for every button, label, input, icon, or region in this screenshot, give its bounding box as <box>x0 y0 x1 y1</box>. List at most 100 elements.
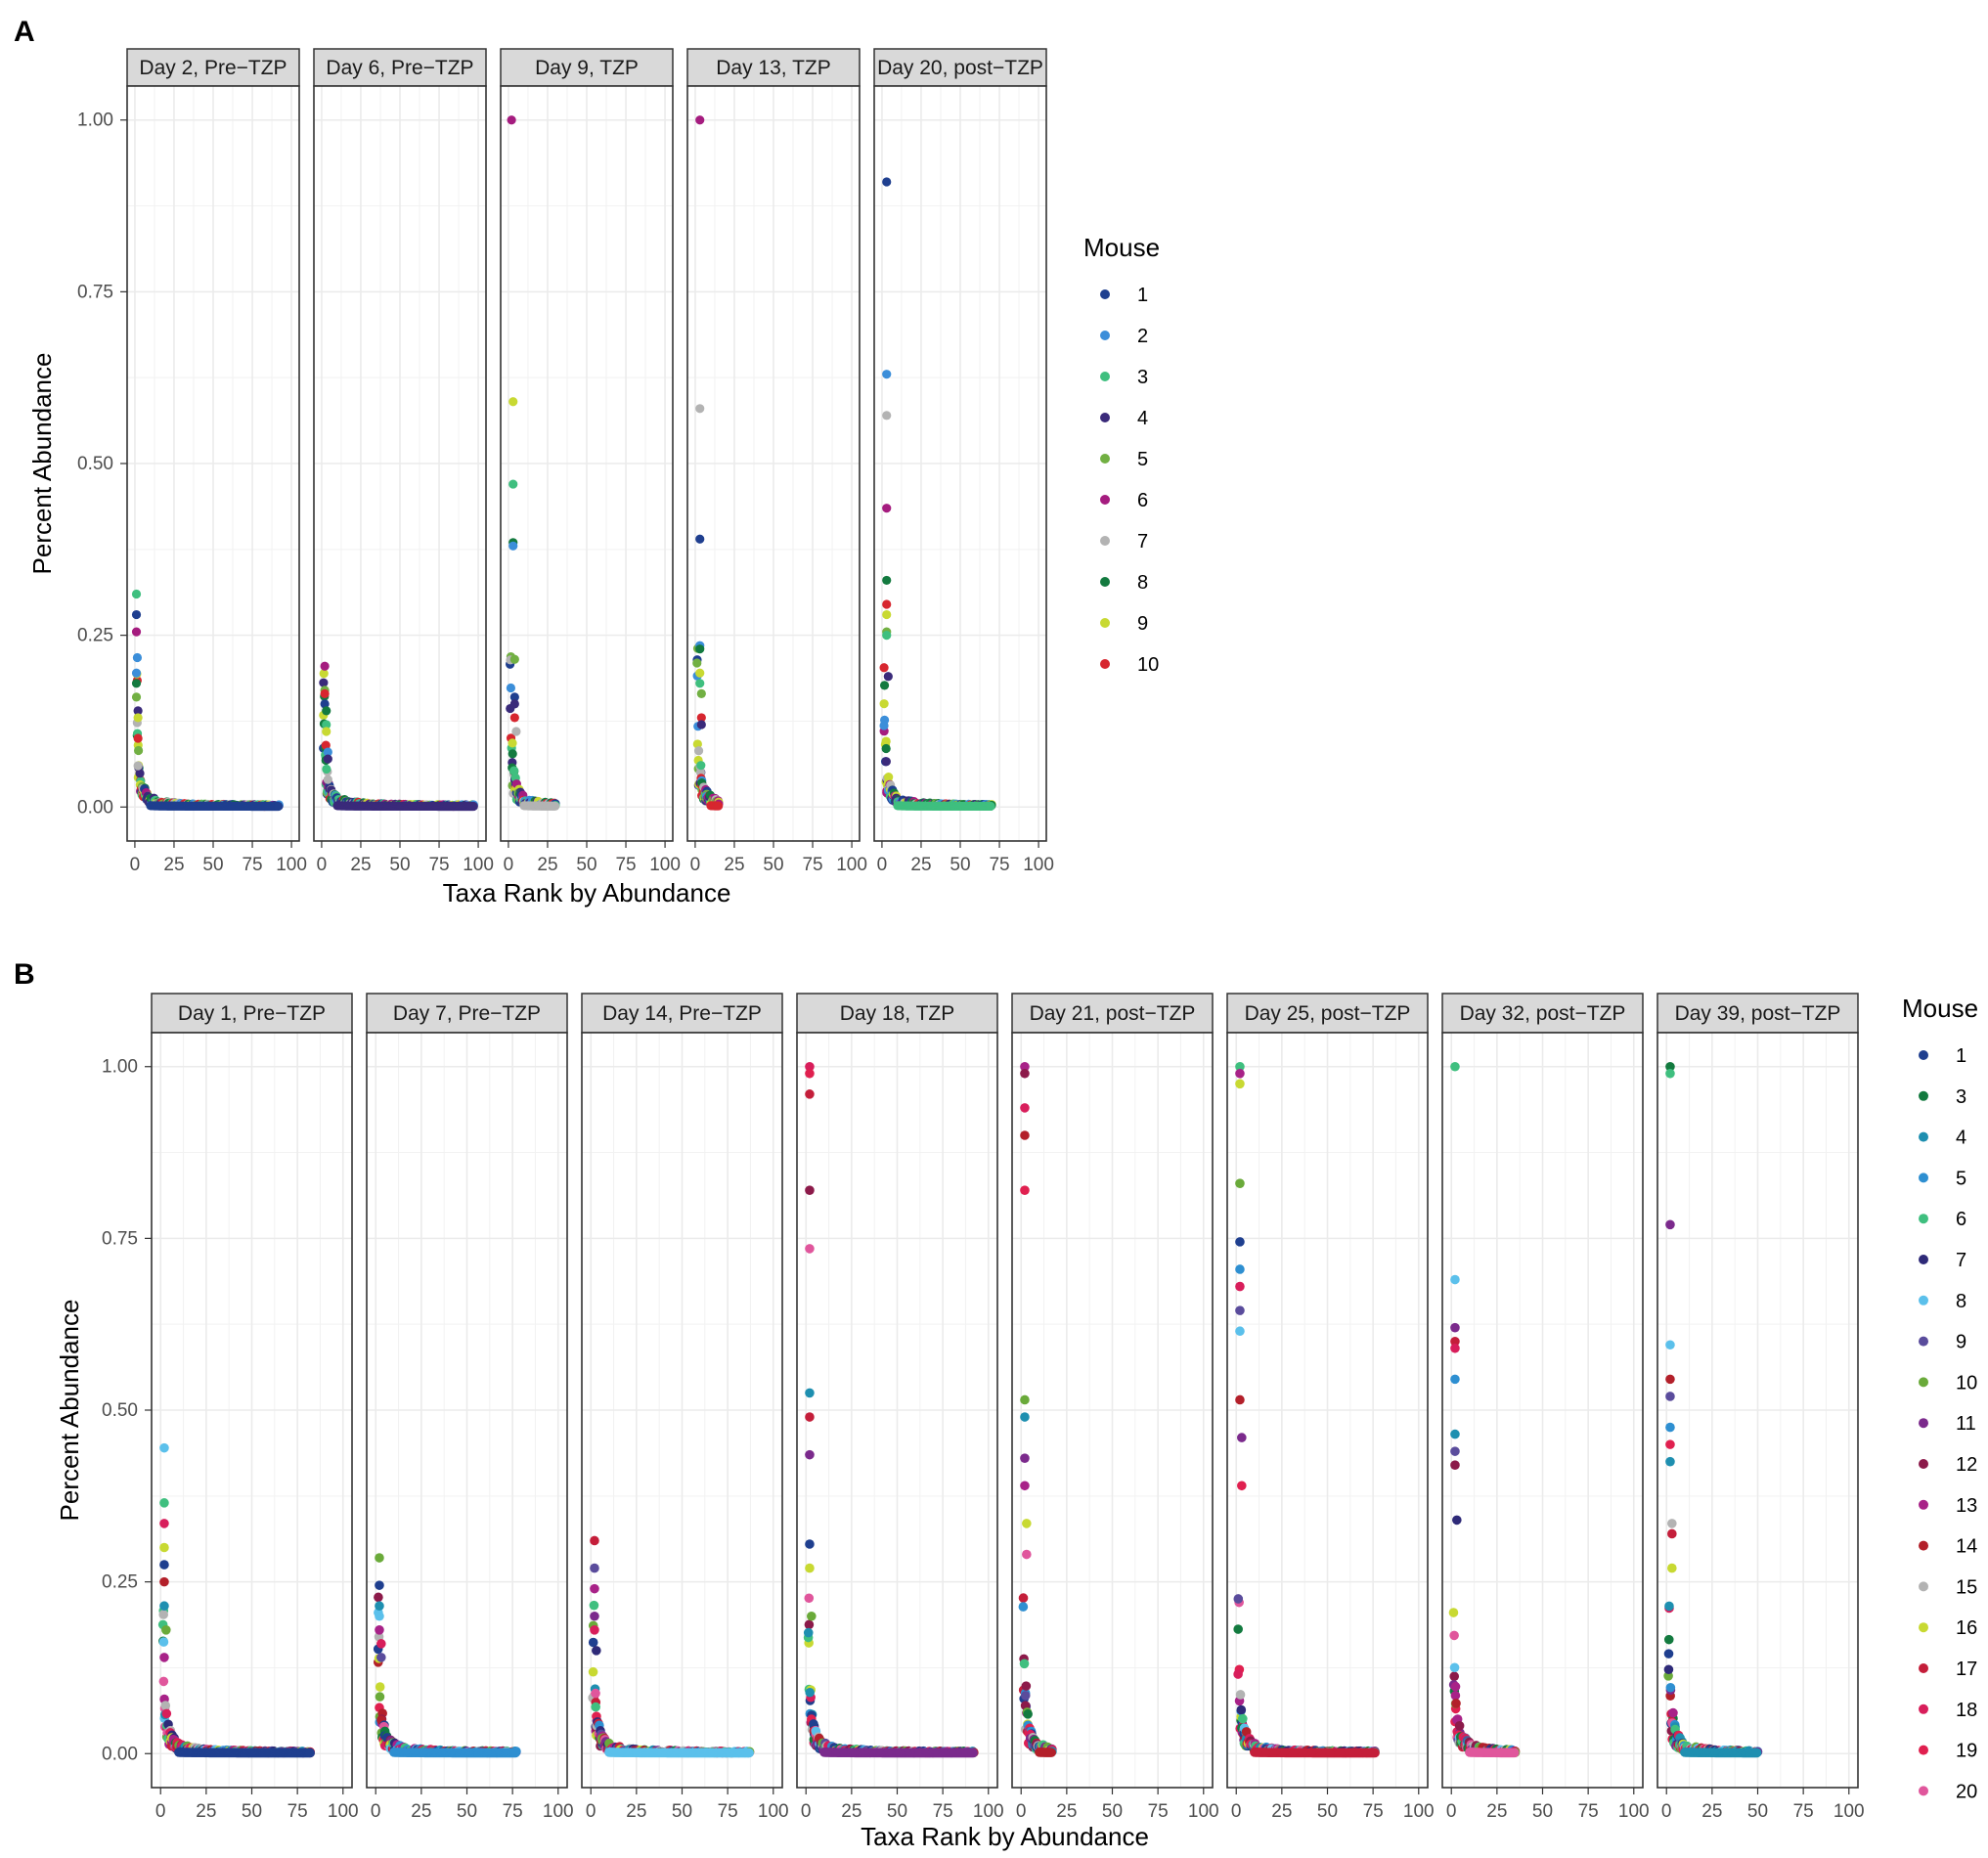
data-point <box>590 1611 599 1621</box>
data-point <box>161 1625 171 1635</box>
legend-label: 7 <box>1137 531 1148 553</box>
x-tick-label: 0 <box>155 1801 166 1822</box>
facet-title: Day 20, post−TZP <box>877 57 1043 79</box>
data-point <box>1667 1528 1677 1539</box>
x-tick-label: 100 <box>1403 1801 1435 1822</box>
x-tick-label: 75 <box>242 855 262 875</box>
data-point <box>1235 1079 1245 1089</box>
facet-title: Day 21, post−TZP <box>1030 1002 1196 1025</box>
data-point <box>588 1666 598 1677</box>
legend-label: 8 <box>1137 572 1148 594</box>
legend-title: Mouse <box>1083 233 1160 262</box>
data-point <box>1020 1068 1030 1079</box>
data-point <box>1020 1130 1030 1140</box>
legend-label: 9 <box>1137 613 1148 635</box>
facet-title: Day 25, post−TZP <box>1245 1002 1411 1025</box>
series-cloud <box>879 663 996 812</box>
data-point <box>804 1593 815 1604</box>
y-tick-label: 0.25 <box>102 1572 138 1593</box>
data-point <box>1450 1343 1460 1353</box>
data-point <box>135 769 145 778</box>
x-tick-label: 50 <box>672 1801 692 1822</box>
x-tick-label: 100 <box>463 855 494 875</box>
data-point <box>805 1185 815 1195</box>
data-point <box>1370 1747 1380 1758</box>
x-tick-label: 50 <box>576 855 596 875</box>
data-point <box>1751 1747 1762 1758</box>
facet-panel: Day 21, post−TZP 0 25 50 75 100 <box>1011 993 1219 1822</box>
data-point <box>805 1244 815 1254</box>
x-tick-label: 75 <box>1578 1801 1599 1822</box>
data-point <box>1665 1061 1675 1072</box>
data-point <box>1663 1664 1674 1675</box>
data-point <box>1452 1515 1462 1526</box>
facet-panel: Day 6, Pre−TZP 0 25 50 75 100 <box>313 48 494 875</box>
x-tick-label: 100 <box>1023 855 1054 875</box>
data-point <box>511 727 521 736</box>
data-point <box>590 1583 599 1594</box>
data-point <box>744 1747 754 1758</box>
data-point <box>1020 1412 1030 1422</box>
data-point <box>807 1611 817 1621</box>
data-point <box>695 115 705 125</box>
legend-swatch <box>1919 1459 1928 1469</box>
series-cloud <box>1018 1593 1057 1757</box>
facet-panel: Day 9, TZP 0 25 50 75 100 <box>500 48 681 875</box>
x-tick-label: 75 <box>1793 1801 1814 1822</box>
legend-swatch <box>1919 1255 1928 1264</box>
data-point <box>1450 1691 1461 1701</box>
data-point <box>506 683 516 693</box>
data-point <box>509 699 519 709</box>
data-point <box>696 720 706 730</box>
x-tick-label: 75 <box>989 855 1009 875</box>
data-point <box>375 1611 384 1621</box>
legend-swatch <box>1919 1581 1928 1592</box>
x-tick-label: 50 <box>242 1801 262 1822</box>
facet-strip <box>500 48 674 87</box>
x-tick-label: 0 <box>690 855 701 875</box>
legend-swatch <box>1919 1295 1928 1305</box>
x-tick-label: 50 <box>457 1801 477 1822</box>
series-cloud <box>157 1606 315 1758</box>
data-point <box>159 1542 169 1553</box>
legend-label: 20 <box>1956 1781 1977 1802</box>
legend-swatch <box>1100 577 1110 587</box>
data-point <box>1020 1481 1030 1491</box>
legend-label: 3 <box>1956 1086 1966 1108</box>
x-tick-label: 25 <box>196 1801 216 1822</box>
x-tick-label: 50 <box>1747 1801 1768 1822</box>
legend-swatch <box>1919 1745 1928 1755</box>
legend-swatch <box>1919 1703 1928 1714</box>
data-point <box>1668 1707 1678 1718</box>
legend-swatch <box>1919 1418 1928 1429</box>
x-tick-label: 100 <box>328 1801 359 1822</box>
data-point <box>1451 1699 1461 1708</box>
data-point <box>322 706 331 716</box>
data-point <box>1238 1713 1248 1724</box>
x-tick-label: 100 <box>276 855 307 875</box>
legend-label: 17 <box>1956 1659 1977 1680</box>
data-point <box>1235 1305 1245 1315</box>
data-point <box>1665 1219 1675 1230</box>
data-point <box>805 1412 815 1422</box>
data-point <box>158 1610 169 1619</box>
x-tick-label: 100 <box>1833 1801 1865 1822</box>
facet-panel: Day 32, post−TZP 0 25 50 75 100 <box>1441 993 1650 1822</box>
legend-swatch <box>1100 659 1110 669</box>
data-point <box>1023 1709 1033 1719</box>
legend-swatch <box>1100 454 1110 464</box>
legend-label: 10 <box>1137 654 1159 676</box>
data-point <box>375 1625 384 1635</box>
legend-swatch <box>1100 331 1110 340</box>
data-point <box>509 766 519 775</box>
x-tick-label: 75 <box>503 1801 523 1822</box>
data-point <box>159 1519 169 1528</box>
data-point <box>592 1646 601 1656</box>
data-point <box>588 1637 598 1648</box>
data-point <box>320 661 330 671</box>
data-point <box>1235 1068 1245 1079</box>
data-point <box>376 1653 386 1662</box>
data-point <box>131 609 142 620</box>
facet-strip <box>366 993 568 1034</box>
series-cloud <box>692 643 724 811</box>
